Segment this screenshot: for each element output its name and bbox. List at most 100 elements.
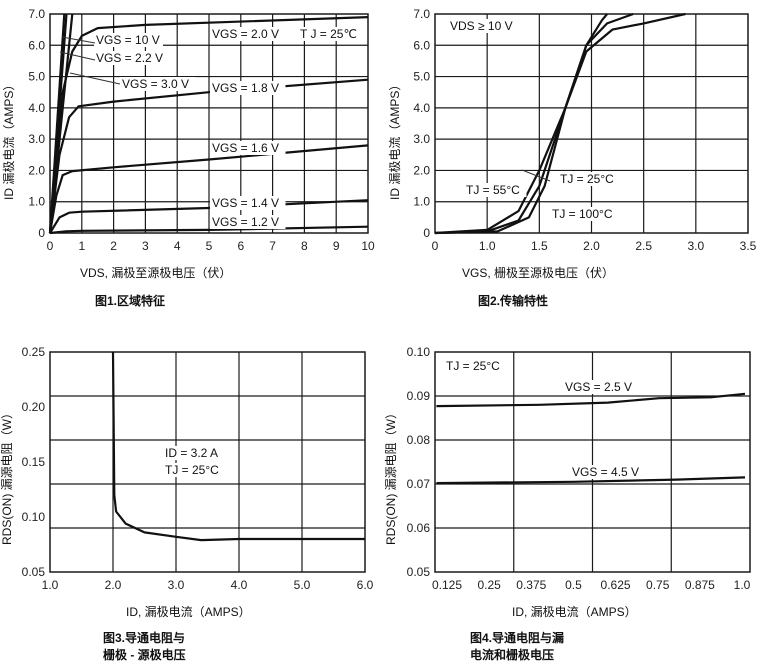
chart-4: 0.125 0.25 0.375 0.5 0.625 0.75 0.875 1.0 0.05 0.… [407,345,751,592]
series-line-vgs-4-5-v [436,476,746,485]
annotation-bg [210,81,286,95]
x-tick-label: 1.5 [531,239,548,253]
y-tick-label: 2.0 [413,163,430,177]
series-line-rds-on- [111,351,365,542]
chart2-xlabel: VGS, 栅极至源极电压（伏） [462,266,615,280]
annotation-label: VGS = 2.0 V [212,27,279,41]
annotation-bg [210,27,286,41]
annotation-leader [61,36,96,44]
plot-frame [49,351,366,573]
y-tick-label: 7.0 [28,7,45,21]
annotation-leader [69,72,121,85]
annotation-bg [563,380,639,394]
annotation-label: ID = 3.2 A [165,446,218,460]
series-line-vgs-1-6-v [48,144,369,234]
annotation-bg [464,183,527,197]
annotation-bg [210,141,286,155]
y-tick-label: 6.0 [413,38,430,52]
x-tick-label: 2 [110,239,117,253]
annotation-bg [570,465,646,479]
series-line-vgs-2-0-v [48,16,369,234]
x-tick-label: 8 [301,239,308,253]
x-tick-label: 1.0 [479,239,496,253]
x-tick-label: 7 [269,239,276,253]
y-tick-label: 0.08 [407,433,431,447]
y-tick-label: 1.0 [413,195,430,209]
y-tick-label: 0.05 [22,565,46,579]
x-tick-label: 9 [333,239,340,253]
series-line-vgs-1-8-v [48,78,369,234]
annotation-bg [444,359,507,373]
x-tick-label: 2.5 [635,239,652,253]
x-tick-label: 0.625 [601,578,631,592]
x-tick-label: 6 [237,239,244,253]
y-tick-label: 0.10 [22,510,46,524]
annotation-label: VGS = 2.2 V [96,51,163,65]
x-tick-label: 10 [361,239,375,253]
x-tick-label: 3 [142,239,149,253]
annotation-label: VDS ≥ 10 V [450,19,513,33]
x-tick-label: 3.0 [168,578,185,592]
annotation-label: VGS = 4.5 V [572,465,639,479]
chart1-xlabel: VDS, 漏极至源极电压（伏） [80,266,232,280]
x-tick-label: 5.0 [294,578,311,592]
y-tick-label: 3.0 [413,132,430,146]
annotation-label: TJ = 55°C [466,183,520,197]
chart1-title: 图1.区域特征 [95,294,166,308]
series-line-vgs-10-v [48,13,66,234]
x-tick-label: 4 [174,239,181,253]
x-tick-label: 0.875 [685,578,715,592]
x-tick-label: 0 [47,239,54,253]
series-line-tj-100-c [434,12,686,235]
y-tick-label: 0.15 [22,455,46,469]
chart4-title: 图4.导通电阻与漏 电流和栅极电压 [470,631,565,662]
chart1-ylabel: ID 漏极电流（AMPS） [2,78,16,200]
y-tick-label: 0.09 [407,389,431,403]
annotation-label: T J = 25℃ [300,27,357,41]
x-tick-label: 5 [206,239,213,253]
y-tick-label: 6.0 [28,38,45,52]
annotation-label: TJ = 25°C [560,172,614,186]
chart2-ylabel: ID 漏极电流（AMPS） [388,78,402,200]
series-line-tj-25-c [434,13,608,235]
annotation-bg [94,51,170,65]
annotation-label: VGS = 3.0 V [122,77,189,91]
x-tick-label: 2.0 [583,239,600,253]
y-tick-label: 2.0 [28,163,45,177]
annotation-label: VGS = 1.6 V [212,141,279,155]
annotation-bg [94,33,163,47]
x-tick-label: 2.0 [105,578,122,592]
x-tick-label: 0.25 [477,578,501,592]
y-tick-label: 5.0 [28,70,45,84]
x-tick-label: 0.375 [516,578,546,592]
chart3-title: 图3.导通电阻与 栅极 - 源极电压 [103,631,186,662]
y-tick-label: 0.05 [407,565,431,579]
chart2-title: 图2.传输特性 [478,294,549,308]
annotation-bg [163,463,226,477]
annotation-bg [298,27,361,41]
y-tick-label: 7.0 [413,7,430,21]
y-tick-label: 0.25 [22,345,46,359]
annotation-label: VGS = 1.8 V [212,81,279,95]
y-tick-label: 0.07 [407,477,431,491]
annotation-label: VGS = 2.5 V [565,380,632,394]
annotation-bg [120,77,196,91]
annotation-bg [163,446,232,460]
annotation-label: TJ = 25°C [446,359,500,373]
y-tick-label: 0 [38,226,45,240]
y-tick-label: 0.20 [22,400,46,414]
annotation-label: TJ = 25°C [165,463,219,477]
chart-3: 1.0 2.0 3.0 4.0 5.0 6.0 0.05 0.10 0.15 0.20 0.25 ID… [22,345,374,592]
annotation-leader [521,169,551,182]
annotation-bg [210,196,286,210]
annotation-bg [210,215,286,229]
y-tick-label: 5.0 [413,70,430,84]
chart4-xlabel: ID, 漏极电流（AMPS） [512,605,637,619]
annotation-label: VGS = 10 V [96,33,160,47]
x-tick-label: 1.0 [42,578,59,592]
y-tick-label: 4.0 [413,101,430,115]
series-line-vgs-2-5-v [436,392,746,408]
y-tick-label: 3.0 [28,132,45,146]
annotation-label: TJ = 100°C [552,207,613,221]
x-tick-label: 1.0 [734,578,751,592]
